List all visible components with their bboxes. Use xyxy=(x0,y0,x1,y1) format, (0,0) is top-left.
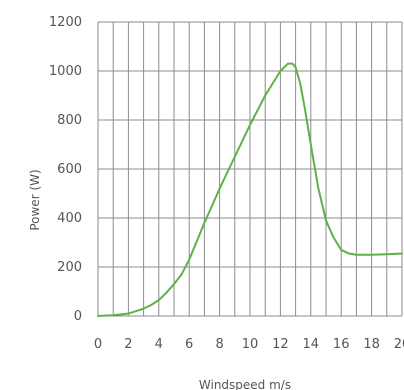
y-tick-label: 200 xyxy=(57,260,82,275)
y-tick-label: 400 xyxy=(57,211,82,226)
x-tick-label: 16 xyxy=(333,337,350,352)
y-tick-label: 600 xyxy=(57,162,82,177)
tick-labels: 0 200 400 600 800 1000 1200 0 2 4 6 8 10 12 14 16 18 20 xyxy=(49,15,404,352)
x-tick-label: 4 xyxy=(155,337,163,352)
y-tick-label: 1200 xyxy=(49,15,82,30)
x-tick-label: 14 xyxy=(303,337,320,352)
x-tick-label: 2 xyxy=(124,337,132,352)
x-axis-title: Windspeed m/s xyxy=(199,378,291,390)
power-curve-line xyxy=(97,62,403,317)
y-tick-label: 0 xyxy=(74,309,82,324)
x-tick-label: 10 xyxy=(242,337,259,352)
x-tick-label: 18 xyxy=(363,337,380,352)
y-tick-label: 1000 xyxy=(49,64,82,79)
series-layer xyxy=(97,62,403,317)
y-tick-label: 800 xyxy=(57,113,82,128)
x-tick-label: 20 xyxy=(394,337,404,352)
x-tick-label: 8 xyxy=(215,337,223,352)
x-tick-label: 6 xyxy=(185,337,193,352)
x-tick-label: 12 xyxy=(272,337,289,352)
y-axis-title: Power (W) xyxy=(28,169,42,230)
x-tick-label: 0 xyxy=(94,337,102,352)
grid xyxy=(97,21,403,317)
